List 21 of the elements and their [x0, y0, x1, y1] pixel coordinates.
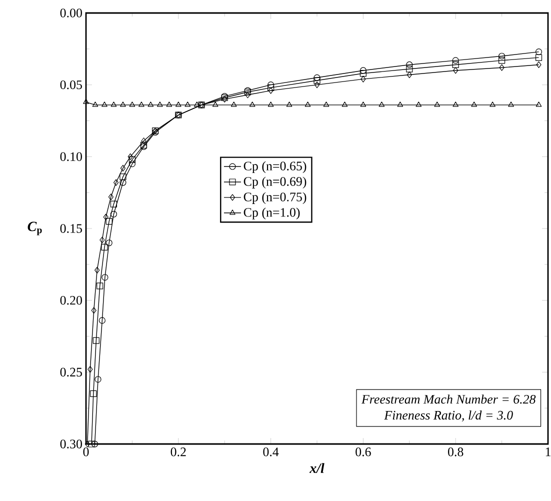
- y-tick-label: 0.05: [60, 80, 82, 90]
- x-tick-label: 0.4: [263, 448, 279, 456]
- y-tick-label: 0.00: [60, 8, 82, 18]
- legend-label: Cp (n=0.69): [244, 176, 306, 188]
- y-axis-title: C$_{p}$: [28, 222, 42, 236]
- x-tick-label: 0: [83, 448, 89, 456]
- x-axis-title: x/l: [309, 463, 324, 473]
- y-tick-label: 0.20: [60, 296, 82, 305]
- annotation: Fineness Ratio, l/d = 3.0: [384, 410, 513, 422]
- y-tick-label: 0.30: [60, 440, 82, 448]
- y-tick-label: 0.10: [60, 152, 82, 162]
- y-tick-label: 0.15: [60, 224, 82, 233]
- x-tick-label: 1: [546, 448, 550, 456]
- x-tick-label: 0.8: [448, 448, 464, 456]
- x-tick-label: 0.6: [356, 448, 371, 456]
- legend-label: Cp (n=0.75): [244, 192, 306, 204]
- legend-label: Cp (n=1.0): [244, 208, 300, 220]
- legend-label: Cp (n=0.65): [244, 161, 306, 174]
- y-tick-label: 0.25: [60, 368, 82, 377]
- x-tick-label: 0.2: [170, 448, 186, 456]
- annotation: Freestream Mach Number = 6.28: [361, 394, 536, 404]
